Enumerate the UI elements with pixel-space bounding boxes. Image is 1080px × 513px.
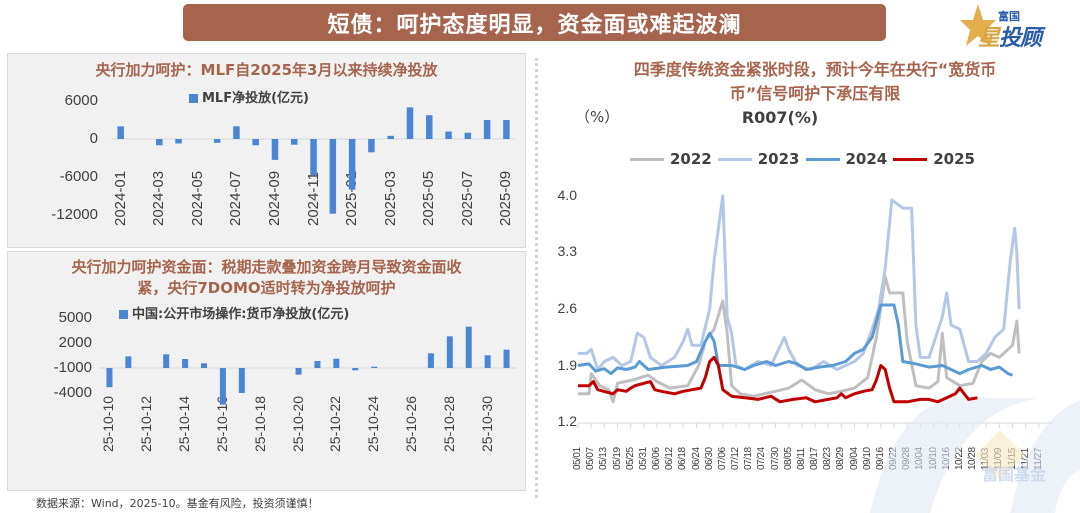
y-tick-label: 2000 <box>58 334 92 351</box>
line-swatch-icon <box>717 157 752 161</box>
data-bar <box>310 139 317 176</box>
data-bar <box>252 139 259 146</box>
r007-legend: 2022 2023 2024 2025 <box>630 150 975 168</box>
star-logo-icon <box>960 4 996 46</box>
data-bar <box>426 115 433 139</box>
data-bar <box>201 363 207 368</box>
data-bar <box>213 139 221 143</box>
data-bar <box>291 139 298 145</box>
data-bar <box>483 120 491 139</box>
mlf-chart-title: 央行加力呵护：MLF自2025年3月以来持续净投放 <box>95 61 438 79</box>
legend-2024: 2024 <box>805 150 888 168</box>
data-bar <box>368 139 375 153</box>
logo-xing: 星 <box>978 26 1000 51</box>
brand-logo: 富国 星投顾 <box>956 4 1076 52</box>
data-bar <box>117 126 124 139</box>
data-source-note: 数据来源：Wind，2025-10。基金有风险，投资须谨慎！ <box>36 497 319 510</box>
y-tick-label: -6000 <box>59 168 98 185</box>
panel-divider <box>535 58 538 498</box>
data-bar <box>484 355 491 368</box>
y-tick-label: 5000 <box>58 309 92 326</box>
omo-chart-title-line2: 紧，央行7DOMO适时转为净投放呵护 <box>137 279 396 297</box>
legend-swatch-icon <box>119 310 128 319</box>
data-bar <box>445 131 452 139</box>
data-bar <box>352 368 359 371</box>
data-bar <box>348 139 356 190</box>
data-bar <box>295 368 302 375</box>
r007-series-2025 <box>578 355 978 404</box>
r007-y-tick-label: 4.0 <box>557 187 577 203</box>
data-bar <box>106 368 113 388</box>
legend-2025-label: 2025 <box>933 150 975 168</box>
data-bar <box>163 354 170 368</box>
omo-legend: 中国:公开市场操作:货币净投放(亿元) <box>119 303 349 322</box>
r007-y-tick-label: 1.9 <box>557 357 577 373</box>
r007-y-tick-label: 2.6 <box>557 300 577 316</box>
y-tick-label: 6000 <box>64 92 98 109</box>
r007-series-2024 <box>577 303 1014 377</box>
banner-title: 短债：呵护态度明显，资金面或难起波澜 <box>183 4 886 41</box>
omo-legend-label: 中国:公开市场操作:货币净投放(亿元) <box>132 307 350 322</box>
watermark-diamond-icon <box>975 430 1025 480</box>
legend-2022: 2022 <box>630 150 712 168</box>
data-bar <box>238 368 245 393</box>
r007-series-2023 <box>578 194 1021 371</box>
logo-top-text: 富国 <box>998 10 1020 23</box>
mlf-legend: MLF净投放(亿元) <box>189 87 309 106</box>
r007-title-line1: 四季度传统资金紧张时段，预计今年在央行“宽货币 <box>633 60 997 79</box>
r007-subtitle: R007(%) <box>741 108 819 127</box>
r007-y-tick-label: 3.3 <box>557 243 577 259</box>
data-bar <box>314 361 321 368</box>
data-bar <box>371 366 378 368</box>
data-bar <box>271 139 279 160</box>
omo-chart-panel: 央行加力呵护资金面：税期走款叠加资金跨月导致资金面收 紧，央行7DOMO适时转为… <box>7 251 526 491</box>
mlf-legend-label: MLF净投放(亿元) <box>202 91 309 106</box>
data-bar <box>446 336 453 368</box>
data-bar <box>464 132 472 139</box>
legend-swatch-icon <box>189 94 198 103</box>
legend-2022-label: 2022 <box>670 150 712 168</box>
data-bar <box>233 126 240 139</box>
legend-2023-label: 2023 <box>757 150 800 168</box>
watermark-arc-icon <box>870 395 1040 513</box>
data-bar <box>387 135 394 139</box>
data-bar <box>503 349 510 368</box>
data-bar <box>503 120 510 139</box>
legend-2024-label: 2024 <box>845 150 888 168</box>
line-swatch-icon <box>630 157 664 161</box>
watermark-text: 富国基金 <box>982 465 1047 484</box>
data-bar <box>175 139 182 144</box>
data-bar <box>182 359 189 368</box>
data-bar <box>329 139 337 214</box>
data-bar <box>406 107 414 139</box>
r007-chart-title: 四季度传统资金紧张时段，预计今年在央行“宽货币 币”信号呵护下承压有限 <box>545 58 1080 106</box>
y-tick-label: -1000 <box>53 359 92 376</box>
logo-rest: 投顾 <box>999 26 1042 51</box>
data-bar <box>465 326 472 368</box>
mlf-chart-panel: 央行加力呵护：MLF自2025年3月以来持续净投放 MLF净投放(亿元) <box>7 53 526 248</box>
r007-title-line2: 币”信号呵护下承压有限 <box>729 84 901 103</box>
y-tick-label: 0 <box>89 130 98 147</box>
legend-2025: 2025 <box>893 150 975 168</box>
r007-y-tick-label: 1.2 <box>557 413 577 429</box>
watermark-arc-icon <box>1010 400 1080 513</box>
data-bar <box>156 139 163 146</box>
omo-chart-title-line1: 央行加力呵护资金面：税期走款叠加资金跨月导致资金面收 <box>71 258 462 276</box>
r007-series-2022 <box>578 275 1021 404</box>
data-bar <box>125 356 132 368</box>
data-bar <box>427 353 434 368</box>
data-bar <box>219 368 226 405</box>
legend-2023: 2023 <box>717 150 800 168</box>
r007-y-unit: （%） <box>575 108 620 126</box>
line-swatch-icon <box>805 157 840 161</box>
y-tick-label: -12000 <box>51 206 98 223</box>
logo-main-text: 星投顾 <box>978 20 1042 52</box>
line-swatch-icon <box>893 157 928 161</box>
data-bar <box>333 358 340 368</box>
y-tick-label: -4000 <box>53 384 92 401</box>
